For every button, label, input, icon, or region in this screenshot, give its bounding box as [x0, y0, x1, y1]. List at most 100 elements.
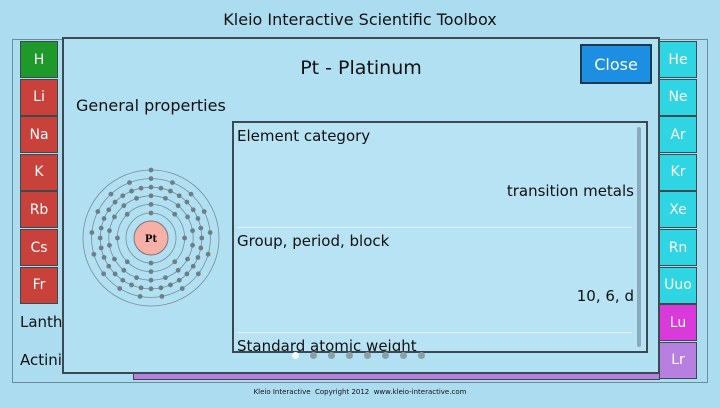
electron	[148, 202, 154, 207]
atom-diagram: Pt	[82, 167, 220, 307]
electron	[163, 195, 168, 201]
electron	[175, 203, 181, 209]
electron	[188, 191, 194, 197]
electron	[101, 271, 106, 277]
electron	[163, 275, 168, 281]
element-dialog: Pt - Platinum Close General properties P…	[62, 37, 660, 374]
electron	[121, 267, 127, 273]
electron	[148, 176, 154, 181]
electron	[89, 230, 95, 235]
electron	[112, 214, 117, 220]
page-dot[interactable]	[400, 352, 407, 359]
electron	[129, 282, 134, 288]
property-label: Group, period, block	[237, 232, 390, 250]
element-cell[interactable]: Uuo	[659, 266, 697, 304]
electron	[148, 269, 154, 274]
electron	[101, 216, 107, 221]
electron	[108, 191, 114, 197]
app-title: Kleio Interactive Scientific Toolbox	[223, 10, 497, 29]
electron	[172, 259, 178, 265]
close-button[interactable]: Close	[580, 44, 652, 84]
electron	[168, 188, 173, 194]
electron	[190, 263, 196, 269]
electron	[148, 193, 154, 199]
electron	[124, 259, 130, 265]
atom-symbol: Pt	[145, 234, 158, 245]
element-cell[interactable]: Lr	[659, 341, 697, 379]
page-dot[interactable]	[364, 352, 371, 359]
electron	[179, 286, 185, 291]
electron	[138, 285, 144, 291]
element-cell[interactable]: He	[659, 41, 697, 78]
electron	[112, 256, 117, 262]
electron	[117, 286, 123, 291]
electron	[138, 185, 144, 191]
electron	[159, 293, 165, 299]
element-cell[interactable]: Na	[20, 116, 58, 154]
electron	[129, 188, 134, 194]
page-dot[interactable]	[346, 352, 353, 359]
page-dot[interactable]	[382, 352, 389, 359]
properties-panel: Element category transition metals Group, …	[232, 121, 648, 353]
electron	[120, 193, 126, 199]
electron	[134, 275, 139, 281]
element-cell[interactable]: H	[20, 41, 58, 78]
element-cell[interactable]: Kr	[659, 153, 697, 191]
element-cell[interactable]: Fr	[20, 266, 58, 304]
electron	[91, 251, 97, 257]
electron	[198, 225, 204, 231]
scrollbar[interactable]	[637, 127, 641, 347]
electron	[170, 180, 175, 186]
electron	[195, 255, 201, 260]
electron	[101, 255, 107, 260]
property-label: Standard atomic weight	[237, 337, 417, 353]
page-dot[interactable]	[328, 352, 335, 359]
electron	[176, 277, 182, 283]
electron	[176, 193, 182, 199]
element-cell[interactable]: Li	[20, 78, 58, 116]
section-title: General properties	[76, 96, 226, 115]
element-cell[interactable]: K	[20, 153, 58, 191]
element-cell[interactable]: Cs	[20, 229, 58, 266]
page-dot[interactable]	[310, 352, 317, 359]
footer: Kleio Interactive Copyright 2012 www.kle…	[253, 388, 467, 396]
electron	[172, 211, 178, 217]
element-cell[interactable]: Ne	[659, 78, 697, 116]
element-cell[interactable]: Rn	[659, 229, 697, 266]
row-label: Lanth	[20, 313, 63, 331]
element-cell[interactable]: Xe	[659, 191, 697, 229]
electron	[185, 214, 190, 220]
element-cell[interactable]: Lu	[659, 304, 697, 342]
electron	[158, 185, 164, 191]
row-label: Actini	[20, 351, 62, 369]
electron	[98, 225, 104, 231]
electron	[190, 207, 196, 213]
electron	[199, 235, 205, 241]
electron	[148, 167, 154, 173]
electron	[198, 245, 204, 251]
separator	[237, 332, 632, 333]
electron	[182, 235, 187, 241]
property-value: transition metals	[506, 182, 634, 200]
electron	[115, 235, 120, 241]
electron	[196, 271, 201, 277]
electron	[107, 228, 112, 234]
dialog-title: Pt - Platinum	[300, 57, 422, 79]
electron	[195, 216, 201, 221]
electron	[97, 235, 103, 241]
page-dot[interactable]	[418, 352, 425, 359]
electron	[158, 285, 164, 291]
element-cell[interactable]: Ar	[659, 116, 697, 154]
page-dot[interactable]	[292, 352, 299, 359]
electron	[148, 260, 154, 266]
element-cell[interactable]: Rb	[20, 191, 58, 229]
electron	[112, 271, 118, 277]
electron	[207, 230, 213, 235]
electron	[148, 286, 154, 292]
electron	[148, 277, 154, 283]
electron	[184, 271, 190, 277]
separator	[237, 227, 632, 228]
electron	[205, 251, 211, 257]
electron	[201, 209, 207, 214]
